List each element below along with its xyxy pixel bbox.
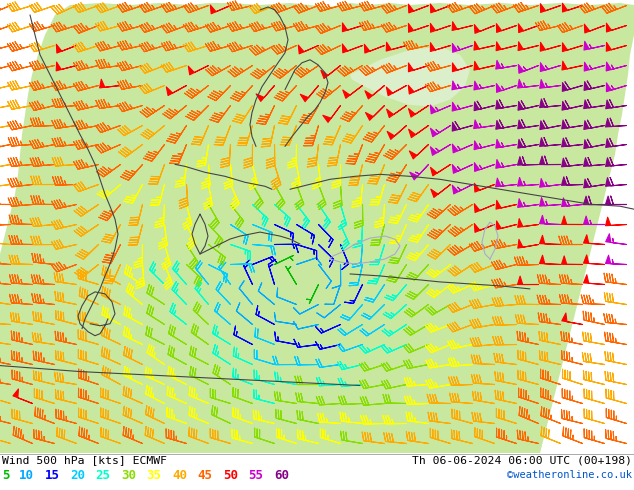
- Text: 60: 60: [274, 468, 289, 482]
- Text: 45: 45: [198, 468, 212, 482]
- Text: 55: 55: [249, 468, 264, 482]
- Text: 10: 10: [19, 468, 34, 482]
- Text: Th 06-06-2024 06:00 UTC (00+198): Th 06-06-2024 06:00 UTC (00+198): [412, 455, 632, 465]
- Text: 5: 5: [2, 468, 10, 482]
- Text: 20: 20: [70, 468, 85, 482]
- Text: 25: 25: [96, 468, 110, 482]
- Text: 15: 15: [44, 468, 60, 482]
- Text: Wind 500 hPa [kts] ECMWF: Wind 500 hPa [kts] ECMWF: [2, 455, 167, 465]
- Text: 50: 50: [223, 468, 238, 482]
- Text: 30: 30: [121, 468, 136, 482]
- Text: ©weatheronline.co.uk: ©weatheronline.co.uk: [507, 470, 632, 480]
- Text: 40: 40: [172, 468, 187, 482]
- Text: 35: 35: [146, 468, 162, 482]
